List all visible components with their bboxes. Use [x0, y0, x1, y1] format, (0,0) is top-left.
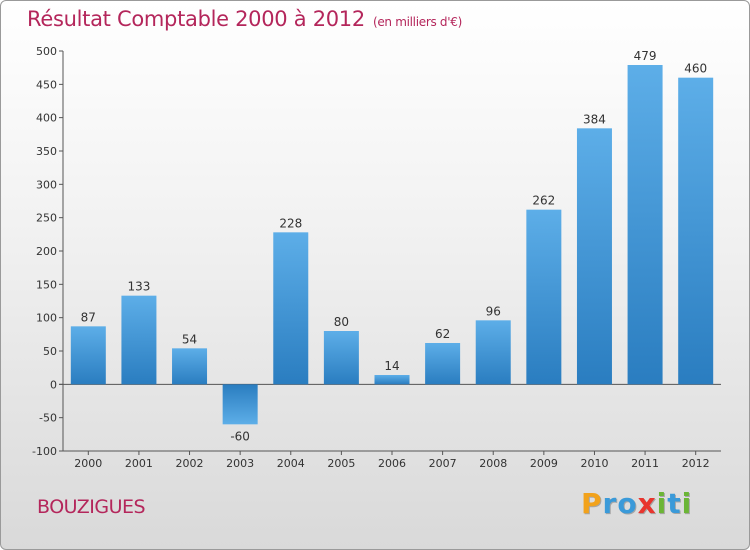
chart-bars: [70, 65, 714, 425]
x-tick-label: 2002: [176, 457, 204, 470]
x-tick-label: 2000: [74, 457, 102, 470]
x-tick-label: 2012: [682, 457, 710, 470]
bar-2006: [374, 375, 410, 385]
bar-2009: [526, 209, 562, 385]
x-tick-label: 2007: [429, 457, 457, 470]
y-tick-label: 100: [36, 312, 57, 325]
chart-title: Résultat Comptable 2000 à 2012 (en millie…: [27, 7, 462, 31]
logo-letter: o: [617, 487, 638, 520]
y-tick-label: 500: [36, 45, 57, 58]
data-label-2006: 14: [384, 359, 399, 373]
bar-2008: [475, 320, 511, 385]
logo-letter: x: [637, 487, 657, 520]
x-tick-label: 2011: [631, 457, 659, 470]
data-label-2007: 62: [435, 327, 450, 341]
bar-2001: [121, 295, 157, 385]
data-label-2008: 96: [486, 304, 501, 318]
y-tick-label: 0: [50, 378, 57, 391]
data-label-2012: 460: [684, 62, 707, 76]
chart-subtitle: (en milliers d'€): [372, 15, 462, 29]
bar-2003: [222, 384, 258, 425]
y-tick-label: 200: [36, 245, 57, 258]
x-tick-label: 2003: [226, 457, 254, 470]
data-label-2001: 133: [127, 280, 150, 294]
bar-2000: [70, 326, 106, 385]
y-tick-label: 350: [36, 145, 57, 158]
bar-2012: [678, 77, 714, 385]
data-label-2004: 228: [279, 216, 302, 230]
x-tick-label: 2001: [125, 457, 153, 470]
data-label-2005: 80: [334, 315, 349, 329]
data-label-2002: 54: [182, 332, 197, 346]
data-label-2000: 87: [81, 310, 96, 324]
chart-data-labels: 87 133 54 -60 228 80 14 62 96 262 384 479 460: [81, 49, 707, 443]
data-label-2011: 479: [634, 49, 657, 63]
x-tick-label: 2009: [530, 457, 558, 470]
logo-letter: P: [581, 487, 603, 520]
logo-letter: t: [667, 487, 682, 520]
y-tick-label: -50: [39, 412, 57, 425]
data-label-2009: 262: [532, 194, 555, 208]
bar-2011: [627, 65, 663, 385]
data-label-2010: 384: [583, 112, 606, 126]
x-tick-label: 2005: [327, 457, 355, 470]
y-tick-label: 50: [43, 345, 57, 358]
bar-2007: [425, 343, 461, 385]
data-label-2003: -60: [230, 429, 250, 443]
x-tick-label: 2006: [378, 457, 406, 470]
y-tick-label: 400: [36, 112, 57, 125]
bar-2005: [323, 331, 359, 385]
logo-letter: r: [602, 487, 618, 520]
bar-2010: [576, 128, 612, 385]
y-tick-label: -100: [32, 445, 57, 458]
y-tick-label: 300: [36, 178, 57, 191]
x-tick-label: 2004: [277, 457, 305, 470]
proxiti-logo: Proxiti: [581, 487, 692, 520]
x-tick-label: 2010: [580, 457, 608, 470]
logo-letter: i: [681, 487, 693, 520]
y-tick-label: 150: [36, 278, 57, 291]
chart-axes: -100 -50 0 50 100 150 200 250 300 350 400 450 500 200…: [32, 45, 721, 470]
bar-2004: [273, 232, 309, 385]
logo-letter: i: [656, 487, 668, 520]
y-tick-label: 250: [36, 212, 57, 225]
y-tick-label: 450: [36, 78, 57, 91]
commune-name: BOUZIGUES: [37, 496, 146, 518]
x-tick-label: 2008: [479, 457, 507, 470]
bar-2002: [172, 348, 208, 385]
